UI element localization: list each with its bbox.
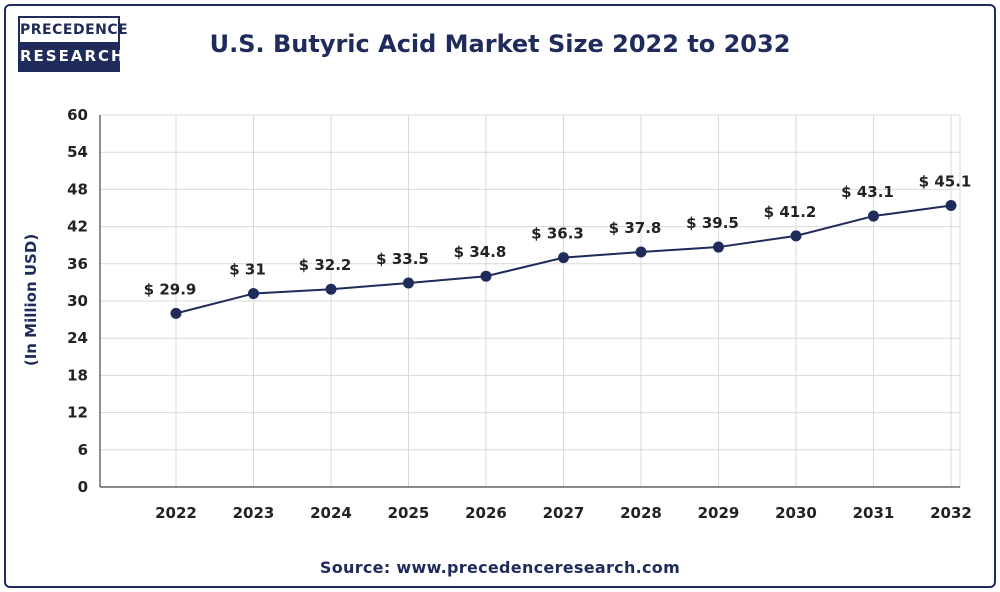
y-tick-label: 30 [67,292,88,310]
data-label: $ 45.1 [919,173,972,191]
y-tick-label: 48 [67,180,88,198]
data-point [170,307,182,319]
x-tick-label: 2029 [698,504,740,522]
data-label: $ 33.5 [376,250,429,268]
data-label: $ 31 [229,261,266,279]
x-tick-label: 2031 [853,504,895,522]
x-tick-label: 2024 [310,504,352,522]
data-point [248,288,259,300]
data-point [635,246,647,258]
data-point [713,241,724,253]
y-tick-label: 42 [67,218,88,236]
data-point [945,200,957,212]
y-tick-label: 18 [67,366,88,384]
chart-title: U.S. Butyric Acid Market Size 2022 to 20… [209,30,791,58]
y-tick-label: 12 [67,404,88,422]
logo-top-text: PRECEDENCE [20,18,128,42]
x-tick-label: 2027 [543,504,585,522]
y-tick-label: 24 [67,329,88,347]
data-label: $ 41.2 [764,203,817,221]
y-tick-label: 54 [67,143,88,161]
x-tick-label: 2023 [233,504,275,522]
data-point [558,252,569,264]
data-point [868,210,879,222]
source-note: Source: www.precedenceresearch.com [319,558,681,577]
data-label: $ 39.5 [686,214,739,232]
y-tick-label: 6 [78,441,88,459]
y-tick-label: 60 [67,106,88,124]
brand-logo: PRECEDENCE RESEARCH [18,16,128,72]
x-tick-label: 2028 [620,504,662,522]
data-label: $ 34.8 [454,243,507,261]
y-tick-label: 36 [67,255,88,273]
data-label: $ 32.2 [299,256,352,274]
x-tick-label: 2025 [388,504,430,522]
data-label: $ 36.3 [531,225,584,243]
data-label: $ 29.9 [144,280,197,298]
data-point [790,230,802,242]
data-label: $ 37.8 [609,219,662,237]
y-tick-label: 0 [78,478,88,496]
x-tick-label: 2030 [775,504,817,522]
x-tick-label: 2032 [930,504,972,522]
data-point [325,283,337,295]
data-point [403,277,414,289]
chart-frame [4,4,996,588]
data-label: $ 43.1 [841,183,894,201]
logo-bottom-text: RESEARCH [20,42,124,70]
data-point [480,270,492,282]
y-axis-label: (In Million USD) [22,234,40,366]
x-tick-label: 2022 [155,504,197,522]
x-tick-label: 2026 [465,504,507,522]
